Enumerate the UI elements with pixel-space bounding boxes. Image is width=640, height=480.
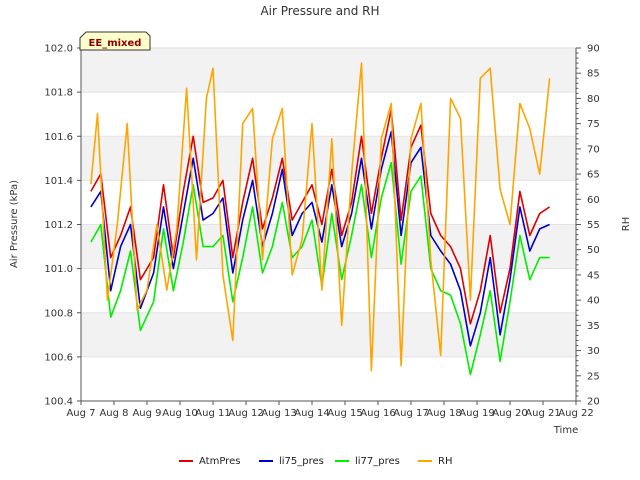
y2-tick-label: 70 — [587, 144, 600, 155]
y-tick-label: 102.0 — [44, 44, 73, 55]
y-tick-label: 101.0 — [44, 264, 73, 275]
y2-tick-label: 25 — [587, 371, 600, 382]
axis-ticks: 100.4 100.6 100.8 101.0 101.2 101.4 101.6 101.8… — [44, 44, 599, 420]
y2-tick-label: 80 — [587, 94, 600, 105]
x-tick-label: Aug 15 — [327, 408, 362, 419]
x-axis-title: Time — [553, 425, 578, 436]
y-tick-label: 100.4 — [44, 397, 73, 408]
y2-tick-label: 50 — [587, 245, 600, 256]
x-tick-label: Aug 17 — [393, 408, 428, 419]
x-tick-label: Aug 14 — [294, 408, 329, 419]
grid-bands — [81, 48, 576, 357]
chart-title: Air Pressure and RH — [260, 4, 379, 18]
x-tick-label: Aug 10 — [162, 408, 197, 419]
y-tick-label: 101.2 — [44, 220, 73, 231]
legend-label: AtmPres — [199, 456, 240, 467]
y2-tick-label: 85 — [587, 69, 600, 80]
series-lines — [90, 62, 551, 376]
grid-band — [81, 312, 576, 357]
y2-tick-label: 30 — [587, 346, 600, 357]
y2-tick-label: 65 — [587, 170, 600, 181]
legend-label: li75_pres — [279, 456, 324, 467]
x-tick-label: Aug 18 — [426, 408, 461, 419]
x-tick-label: Aug 12 — [228, 408, 263, 419]
y-tick-label: 100.6 — [44, 352, 73, 363]
y-tick-label: 101.4 — [44, 176, 73, 187]
x-tick-label: Aug 20 — [492, 408, 527, 419]
x-tick-label: Aug 21 — [525, 408, 560, 419]
y-tick-label: 101.6 — [44, 132, 73, 143]
x-tick-label: Aug 13 — [261, 408, 296, 419]
badge-box — [79, 31, 151, 51]
grid-band — [81, 48, 576, 93]
y-axis-title: Air Pressure (kPa) — [9, 180, 20, 268]
y2-tick-label: 55 — [587, 220, 600, 231]
x-tick-label: Aug 16 — [360, 408, 395, 419]
y2-tick-label: 60 — [587, 195, 600, 206]
series-line-atmpres — [90, 109, 551, 325]
x-tick-label: Aug 11 — [195, 408, 230, 419]
y2-tick-label: 75 — [587, 119, 600, 130]
series-line-li75-pres — [90, 131, 550, 347]
y2-tick-label: 45 — [587, 270, 600, 281]
y2-axis-title: RH — [621, 217, 632, 231]
badge-label: EE_mixed — [89, 38, 142, 49]
legend-label: li77_pres — [355, 456, 400, 467]
x-tick-label: Aug 8 — [99, 408, 128, 419]
y-tick-label: 100.8 — [44, 308, 73, 319]
y2-tick-label: 20 — [587, 397, 600, 408]
series-line-rh — [90, 62, 551, 372]
x-tick-label: Aug 9 — [132, 408, 161, 419]
x-tick-label: Aug 22 — [558, 408, 593, 419]
x-tick-label: Aug 19 — [459, 408, 494, 419]
legend: AtmPres li75_pres li77_pres RH — [179, 456, 452, 467]
badge: EE_mixed — [79, 31, 151, 51]
y2-tick-label: 40 — [587, 296, 600, 307]
x-tick-label: Aug 7 — [66, 408, 95, 419]
grid-band — [81, 136, 576, 181]
legend-label: RH — [438, 456, 452, 467]
y2-tick-label: 35 — [587, 321, 600, 332]
y2-tick-label: 90 — [587, 44, 600, 55]
y-tick-label: 101.8 — [44, 88, 73, 99]
